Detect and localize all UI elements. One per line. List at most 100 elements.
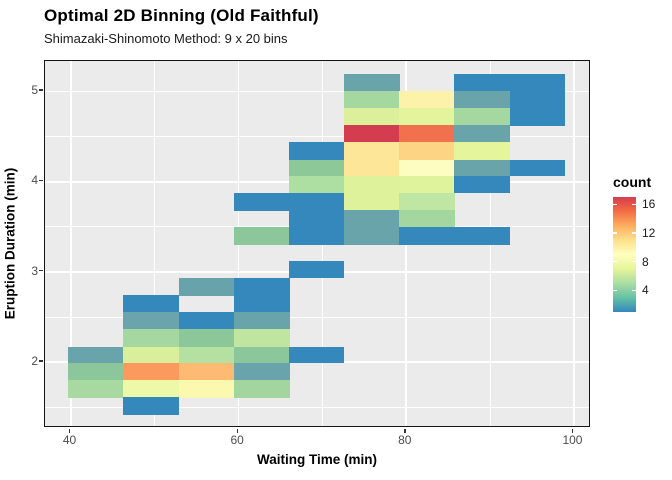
heatmap-tile (233, 277, 290, 296)
heatmap-tile (123, 329, 180, 348)
x-axis-title: Waiting Time (min) (257, 452, 377, 467)
y-tick-mark (39, 179, 43, 181)
heatmap-tile (233, 362, 290, 381)
heatmap-tile (289, 142, 345, 161)
x-tick-mark (571, 428, 574, 433)
heatmap-tile (343, 91, 400, 109)
gridline (45, 407, 589, 409)
heatmap-tile (509, 91, 566, 109)
heatmap-tile (233, 329, 290, 348)
x-tick-mark (69, 428, 71, 433)
heatmap-tile (454, 159, 511, 177)
heatmap-tile (178, 380, 235, 398)
heatmap-tile (399, 125, 455, 143)
heatmap-tile (509, 108, 566, 126)
legend-tick-mark (632, 232, 636, 234)
heatmap-tile (289, 193, 345, 211)
legend-tick-mark (632, 289, 636, 292)
gridline (45, 136, 589, 138)
heatmap-tile (178, 362, 235, 381)
heatmap-tile (233, 227, 290, 245)
heatmap-tile (178, 277, 235, 296)
heatmap-tile (67, 380, 124, 398)
heatmap-tile (67, 362, 124, 381)
chart-subtitle: Shimazaki-Shinomoto Method: 9 x 20 bins (44, 31, 288, 46)
heatmap-tile (289, 159, 345, 177)
heatmap-tile (178, 312, 235, 330)
heatmap-tile (178, 346, 235, 364)
legend-tick-mark (613, 261, 617, 263)
heatmap-tile (343, 142, 400, 161)
heatmap-tile (343, 210, 400, 228)
heatmap-tile (289, 210, 345, 228)
legend-tick-label: 16 (642, 197, 656, 212)
heatmap-tile (289, 346, 345, 364)
heatmap-tile (123, 295, 180, 313)
heatmap-tile (343, 193, 400, 211)
legend-tick-mark (632, 203, 636, 205)
heatmap-tile (509, 159, 566, 177)
legend-title: count (613, 174, 652, 190)
heatmap-tile (399, 159, 455, 177)
heatmap-tile (454, 91, 511, 109)
heatmap-tile (233, 295, 290, 313)
heatmap-tile (123, 380, 180, 398)
legend-tick-mark (632, 261, 636, 263)
x-tick-mark (236, 428, 238, 433)
legend-tick-label: 4 (642, 283, 649, 298)
heatmap-tile (399, 227, 455, 245)
heatmap-tile (454, 175, 511, 194)
heatmap-tile (289, 260, 345, 279)
gridline (45, 90, 589, 93)
heatmap-tile (399, 142, 455, 161)
y-tick-label: 2 (31, 353, 38, 368)
gridline (45, 316, 589, 318)
y-tick-mark (39, 270, 43, 272)
x-tick-mark (404, 428, 406, 433)
legend-colorbar (613, 197, 636, 312)
heatmap-tile (454, 227, 511, 245)
legend-tick-mark (613, 289, 617, 292)
y-tick-label: 5 (31, 83, 38, 97)
heatmap-tile (343, 159, 400, 177)
heatmap-tile (178, 329, 235, 348)
heatmap-tile (399, 175, 455, 194)
heatmap-tile (343, 73, 400, 92)
heatmap-tile (399, 193, 455, 211)
legend-tick-label: 12 (642, 225, 656, 240)
chart-title: Optimal 2D Binning (Old Faithful) (44, 6, 319, 25)
heatmap-tile (233, 346, 290, 364)
gridline (572, 61, 575, 426)
legend-tick-mark (613, 203, 617, 205)
x-tick-label: 40 (62, 433, 77, 447)
heatmap-tile (123, 362, 180, 381)
heatmap-tile (399, 210, 455, 228)
heatmap-tile (289, 227, 345, 245)
heatmap-tile (454, 142, 511, 161)
x-tick-label: 100 (562, 433, 583, 447)
heatmap-tile (454, 125, 511, 143)
gridline (154, 61, 156, 426)
plot-panel (44, 60, 590, 427)
heatmap-tile (233, 193, 290, 211)
y-tick-mark (39, 360, 43, 362)
heatmap-tile (67, 346, 124, 364)
heatmap-tile (399, 108, 455, 126)
y-tick-mark (39, 89, 43, 91)
heatmap-tile (399, 91, 455, 109)
x-tick-label: 80 (398, 433, 412, 447)
y-tick-label: 4 (31, 173, 38, 188)
heatmap-tile (509, 73, 566, 92)
gridline (70, 61, 72, 426)
legend-tick-label: 8 (642, 254, 649, 269)
y-axis-title: Eruption Duration (min) (2, 167, 18, 320)
heatmap-tile (123, 312, 180, 330)
heatmap-tile (123, 397, 180, 415)
x-tick-label: 60 (230, 433, 244, 447)
heatmap-tile (233, 312, 290, 330)
heatmap-tile (454, 108, 511, 126)
heatmap-tile (233, 380, 290, 398)
heatmap-tile (454, 73, 511, 92)
heatmap-tile (343, 108, 400, 126)
